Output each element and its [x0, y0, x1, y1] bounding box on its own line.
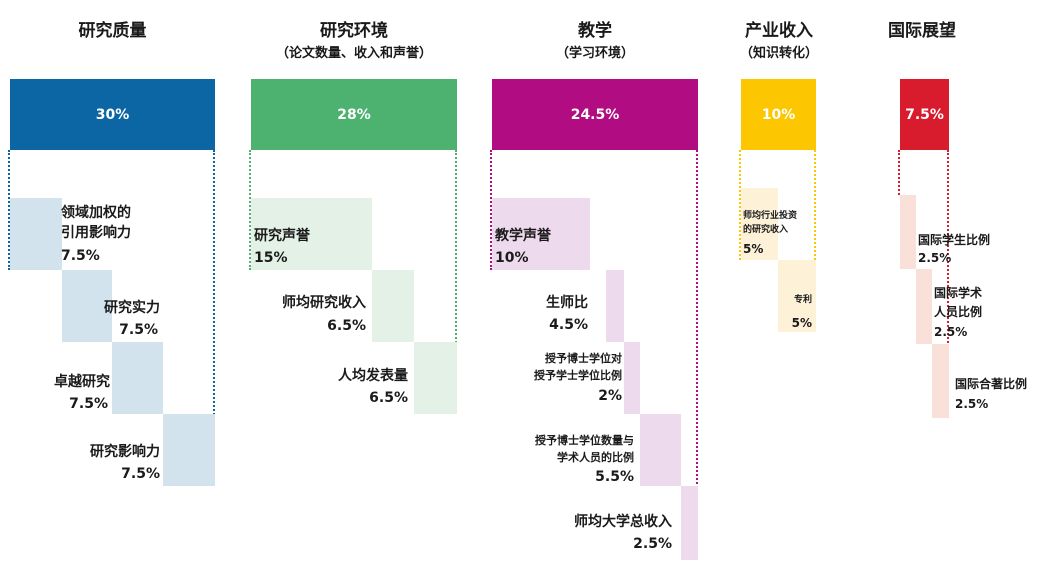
- connector-line-right: [455, 150, 457, 414]
- sub-block: [492, 198, 590, 270]
- pillar-weight-box-research-environment: 28%: [251, 79, 457, 150]
- sub-block: [606, 270, 624, 342]
- pillar-title-teaching: 教学: [578, 21, 612, 41]
- sub-block: [62, 270, 112, 342]
- connector-line-left: [8, 150, 10, 270]
- sub-indicator-name: 国际学术 人员比例: [934, 286, 983, 319]
- pillar-subtitle-teaching: （学习环境）: [555, 46, 634, 61]
- sub-indicator-weight: 5%: [791, 316, 812, 330]
- sub-block: [251, 198, 372, 270]
- sub-block: [163, 414, 215, 486]
- sub-indicator-weight: 7.5%: [119, 322, 158, 338]
- sub-indicator-name: 研究影响力: [90, 444, 160, 460]
- sub-block: [778, 260, 816, 332]
- sub-indicator-name: 领域加权的 引用影响力: [61, 205, 131, 241]
- sub-indicator-weight: 2.5%: [934, 325, 968, 339]
- sub-indicator-name: 师均研究收入: [282, 295, 366, 311]
- pillar-title-research-environment: 研究环境: [320, 21, 388, 41]
- connector-line-left: [490, 150, 492, 270]
- sub-indicator-name: 师均大学总收入: [574, 514, 672, 530]
- connector-line-left: [739, 150, 741, 260]
- pillar-title-research-quality: 研究质量: [78, 21, 147, 41]
- sub-indicator-name: 国际学生比例: [918, 233, 991, 247]
- sub-indicator-name: 教学声誉: [495, 228, 551, 244]
- sub-block: [932, 344, 949, 418]
- pillar-title-industry-income: 产业收入: [745, 21, 813, 41]
- sub-indicator-weight: 6.5%: [327, 318, 366, 334]
- sub-indicator-weight: 15%: [254, 250, 288, 266]
- pillar-weight-box-international-outlook: 7.5%: [900, 79, 949, 150]
- sub-block: [10, 198, 62, 270]
- pillar-subtitle-industry-income: （知识转化）: [739, 46, 818, 61]
- sub-indicator-weight: 10%: [495, 250, 529, 266]
- sub-indicator-name: 卓越研究: [54, 374, 110, 390]
- sub-indicator-name: 研究实力: [104, 300, 160, 316]
- sub-indicator-name: 研究声誉: [254, 228, 310, 244]
- sub-block: [741, 188, 778, 260]
- sub-indicator-weight: 2%: [598, 388, 622, 404]
- sub-indicator-weight: 2.5%: [955, 397, 989, 411]
- pillar-weight-box-research-quality: 30%: [10, 79, 215, 150]
- sub-indicator-name: 人均发表量: [338, 368, 408, 384]
- connector-line-right: [814, 150, 816, 332]
- sub-indicator-weight: 5%: [743, 242, 764, 256]
- sub-indicator-weight: 7.5%: [121, 466, 160, 482]
- sub-indicator-weight: 2.5%: [633, 536, 672, 552]
- sub-indicator-name: 生师比: [546, 295, 588, 311]
- pillar-title-international-outlook: 国际展望: [888, 21, 956, 41]
- sub-indicator-name: 国际合著比例: [955, 377, 1028, 391]
- sub-indicator-name: 专利: [793, 295, 812, 305]
- pillar-weight-box-industry-income: 10%: [741, 79, 816, 150]
- sub-block: [681, 486, 698, 560]
- sub-block: [112, 342, 163, 414]
- sub-indicator-weight: 6.5%: [369, 390, 408, 406]
- sub-block: [900, 195, 916, 269]
- sub-indicator-weight: 5.5%: [595, 469, 634, 485]
- pillar-weight-box-teaching: 24.5%: [492, 79, 698, 150]
- sub-indicator-name: 授予博士学位数量与 学术人员的比例: [535, 434, 634, 464]
- sub-indicator-weight: 7.5%: [69, 396, 108, 412]
- sub-indicator-weight: 2.5%: [918, 251, 952, 265]
- sub-block: [640, 414, 681, 486]
- connector-line-left: [249, 150, 251, 270]
- sub-block: [372, 270, 414, 342]
- sub-block: [624, 342, 640, 414]
- sub-indicator-name: 师均行业投资 的研究收入: [743, 211, 798, 235]
- sub-indicator-weight: 4.5%: [549, 317, 588, 333]
- connector-line-right: [213, 150, 215, 486]
- pillar-subtitle-research-environment: （论文数量、收入和声誉）: [275, 46, 432, 61]
- sub-block: [916, 269, 932, 344]
- sub-indicator-name: 授予博士学位对 授予学士学位比例: [534, 352, 622, 382]
- connector-line-right: [947, 150, 949, 418]
- sub-block: [414, 342, 457, 414]
- connector-line-left: [898, 150, 900, 195]
- connector-line-right: [696, 150, 698, 560]
- sub-indicator-weight: 7.5%: [61, 248, 100, 264]
